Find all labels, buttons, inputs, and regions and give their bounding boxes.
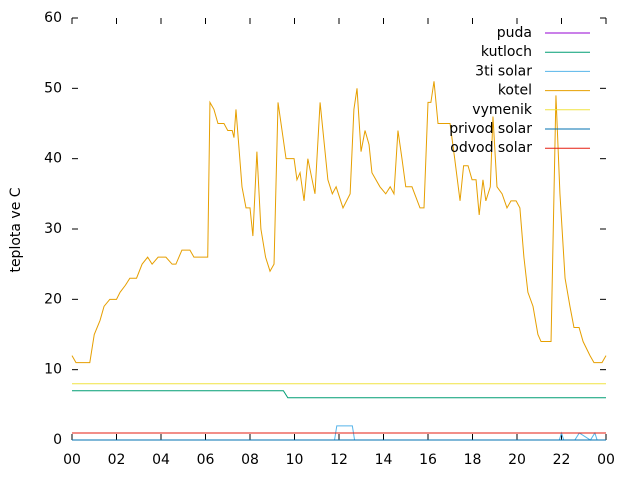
y-tick-label: 10: [44, 362, 62, 378]
x-tick-label: 12: [330, 452, 348, 468]
x-tick-label: 10: [286, 452, 304, 468]
x-tick-label: 06: [197, 452, 215, 468]
x-tick-label: 00: [63, 452, 81, 468]
series-line: [72, 425, 606, 441]
x-tick-label: 22: [553, 452, 571, 468]
x-tick-label: 00: [597, 452, 615, 468]
x-tick-label: 18: [464, 452, 482, 468]
x-tick-label: 20: [508, 452, 526, 468]
y-tick-label: 20: [44, 291, 62, 307]
y-tick-label: 40: [44, 151, 62, 167]
x-tick-label: 04: [152, 452, 170, 468]
x-tick-label: 14: [375, 452, 393, 468]
x-tick-label: 08: [241, 452, 259, 468]
legend-label: kutloch: [481, 44, 532, 60]
x-tick-label: 16: [419, 452, 437, 468]
legend-label: privod solar: [449, 121, 532, 137]
y-tick-label: 60: [44, 10, 62, 26]
y-tick-label: 50: [44, 80, 62, 96]
y-axis-label: teplota ve C: [8, 187, 24, 272]
legend-label: kotel: [498, 83, 532, 99]
legend-label: odvod solar: [450, 140, 532, 156]
series-line: [71, 81, 607, 364]
y-tick-label: 30: [44, 221, 62, 237]
x-tick-label: 02: [108, 452, 126, 468]
series-line: [72, 390, 606, 399]
y-tick-label: 0: [53, 432, 62, 448]
legend-label: vymenik: [472, 102, 533, 118]
legend-label: 3ti solar: [475, 63, 532, 79]
legend-label: puda: [497, 25, 532, 41]
